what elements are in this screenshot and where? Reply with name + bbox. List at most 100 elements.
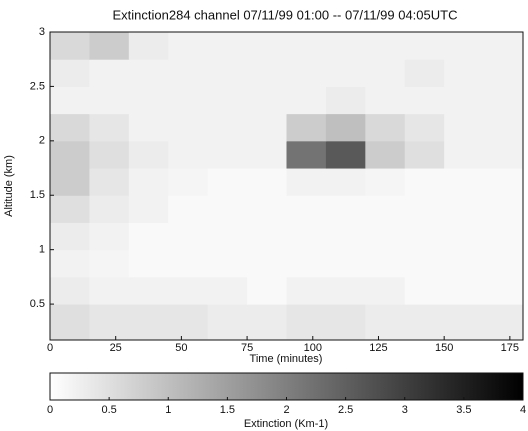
colorbar-tick-label: 1 [165, 404, 171, 416]
heat-cell [247, 222, 287, 251]
heat-cell [50, 195, 90, 223]
heat-cell [286, 276, 327, 305]
heat-cell [365, 32, 406, 60]
heat-cell [207, 168, 248, 196]
heat-cell [89, 249, 130, 278]
heat-cell [444, 276, 485, 305]
heat-cell [286, 140, 327, 169]
heat-cell [247, 249, 287, 278]
heat-cell [128, 140, 169, 169]
x-tick-label: 125 [369, 342, 387, 354]
colorbar [49, 372, 524, 401]
y-tick-label: 0.5 [30, 298, 45, 310]
heat-cell [444, 304, 485, 341]
heat-cell [89, 168, 130, 196]
colorbar-tick-label: 2.5 [338, 404, 353, 416]
heat-cell [247, 276, 287, 305]
heat-cell [128, 59, 169, 87]
heat-cell [247, 304, 287, 341]
heat-cell [325, 222, 366, 251]
heatmap [50, 32, 524, 341]
heat-cell [168, 168, 209, 196]
heat-cell [168, 113, 209, 142]
y-tick-label: 3 [39, 26, 45, 38]
heat-cell [128, 32, 169, 60]
heat-cell [365, 195, 406, 223]
colorbar-tick-label: 3 [402, 404, 408, 416]
heat-cell [168, 32, 209, 60]
heat-cell [168, 86, 209, 115]
heat-cell [365, 140, 406, 169]
heat-cell [325, 195, 366, 223]
heat-cell [128, 195, 169, 223]
colorbar-tick-label: 2 [283, 404, 289, 416]
heat-cell [89, 195, 130, 223]
heat-cell [286, 86, 327, 115]
heat-cell [365, 222, 406, 251]
heat-cell [286, 249, 327, 278]
heat-cell [247, 113, 287, 142]
heat-cell [89, 304, 130, 341]
heat-cell [247, 195, 287, 223]
heat-cell [168, 195, 209, 223]
heat-cell [207, 140, 248, 169]
heat-cell [404, 276, 445, 305]
heat-cell [444, 195, 485, 223]
heat-cell [325, 59, 366, 87]
heat-cell [404, 113, 445, 142]
colorbar-tick-label: 0 [47, 404, 53, 416]
heat-cell [168, 276, 209, 305]
heat-cell [286, 195, 327, 223]
colorbar-label: Extinction (Km-1) [244, 418, 328, 430]
heat-cell [50, 222, 90, 251]
heat-cell [325, 32, 366, 60]
heat-cell [325, 249, 366, 278]
heat-cell [207, 276, 248, 305]
heat-cell [286, 59, 327, 87]
heat-cell [404, 86, 445, 115]
y-tick-label: 2 [39, 135, 45, 147]
y-tick-label: 1.5 [30, 189, 45, 201]
heat-cell [207, 113, 248, 142]
heat-cell [325, 168, 366, 196]
heat-cell [50, 249, 90, 278]
heat-cell [168, 249, 209, 278]
heat-cell [404, 32, 445, 60]
x-tick-label: 0 [47, 342, 53, 354]
y-tick-label: 1 [39, 244, 45, 256]
heat-cell [365, 249, 406, 278]
heat-cell [404, 168, 445, 196]
chart-title: Extinction284 channel 07/11/99 01:00 -- … [113, 7, 458, 22]
heat-cell [286, 168, 327, 196]
heat-cell [50, 168, 90, 196]
heat-cell [325, 304, 366, 341]
heat-cell [168, 222, 209, 251]
heat-cell [404, 304, 445, 341]
heat-cell [365, 59, 406, 87]
heat-cell [247, 140, 287, 169]
heat-cell [89, 86, 130, 115]
heat-cell [365, 86, 406, 115]
colorbar-tick-label: 3.5 [456, 404, 471, 416]
heat-cell [404, 195, 445, 223]
heat-cell [365, 113, 406, 142]
colorbar-tick-label: 0.5 [101, 404, 116, 416]
heat-cell [365, 168, 406, 196]
heat-cell [483, 168, 524, 196]
x-tick-label: 175 [501, 342, 519, 354]
heat-cell [50, 276, 90, 305]
heat-cell [207, 304, 248, 341]
heat-cell [128, 304, 169, 341]
heat-cell [483, 140, 524, 169]
heat-cell [50, 86, 90, 115]
x-axis-label: Time (minutes) [250, 353, 323, 365]
heat-cell [325, 113, 366, 142]
y-tick-label: 2.5 [30, 80, 45, 92]
heat-cell [128, 113, 169, 142]
heat-cell [207, 59, 248, 87]
heat-cell [89, 32, 130, 60]
heat-cell [286, 113, 327, 142]
heat-cell [89, 140, 130, 169]
heat-cell [286, 304, 327, 341]
